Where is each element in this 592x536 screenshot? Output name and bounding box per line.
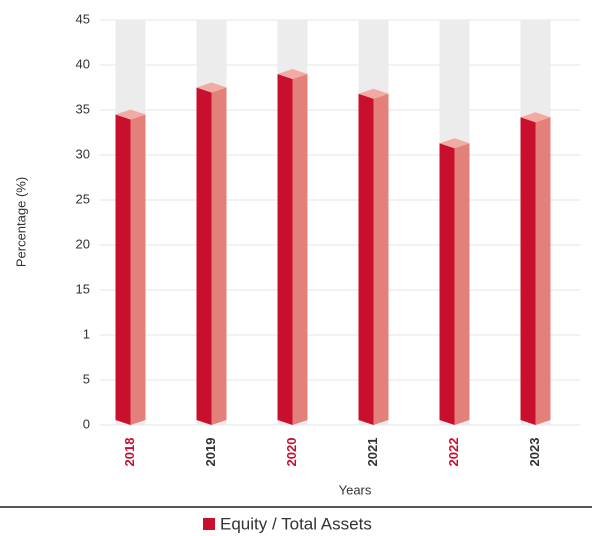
y-tick-label: 20	[76, 236, 90, 251]
y-tick-label: 35	[76, 101, 90, 116]
bar-top	[520, 112, 551, 123]
x-tick-label: 2023	[527, 438, 542, 467]
bar-side	[211, 87, 227, 425]
bar-front	[196, 87, 212, 425]
bar-top	[115, 109, 146, 120]
y-tick-label: 1	[83, 326, 90, 341]
bar-front	[358, 93, 374, 426]
bar-front	[520, 117, 536, 425]
y-axis-label: Percentage (%)	[13, 177, 28, 267]
bar-top	[439, 138, 470, 149]
x-tick-label: 2021	[365, 438, 380, 467]
x-tick-label: 2019	[203, 438, 218, 467]
legend-label: Equity / Total Assets	[220, 514, 372, 533]
x-axis-label: Years	[339, 482, 372, 497]
bar-top	[358, 88, 389, 99]
y-tick-label: 30	[76, 146, 90, 161]
bar-side	[292, 74, 308, 425]
bar-side	[373, 93, 389, 426]
bar-front	[277, 74, 293, 425]
y-tick-label: 0	[83, 416, 90, 431]
bar-top	[277, 69, 308, 79]
bar-side	[130, 114, 146, 425]
bar-front	[439, 143, 455, 426]
x-tick-label: 2018	[122, 438, 137, 467]
bar-side	[454, 143, 470, 426]
legend-swatch	[203, 518, 215, 530]
x-tick-label: 2022	[446, 438, 461, 467]
y-tick-label: 5	[83, 371, 90, 386]
bar-front	[115, 114, 131, 425]
x-tick-label: 2020	[284, 438, 299, 467]
bar-top	[196, 82, 227, 93]
y-tick-label: 45	[76, 11, 90, 26]
y-tick-label: 40	[76, 56, 90, 71]
bar-side	[535, 117, 551, 425]
y-tick-label: 25	[76, 191, 90, 206]
y-tick-label: 15	[76, 281, 90, 296]
